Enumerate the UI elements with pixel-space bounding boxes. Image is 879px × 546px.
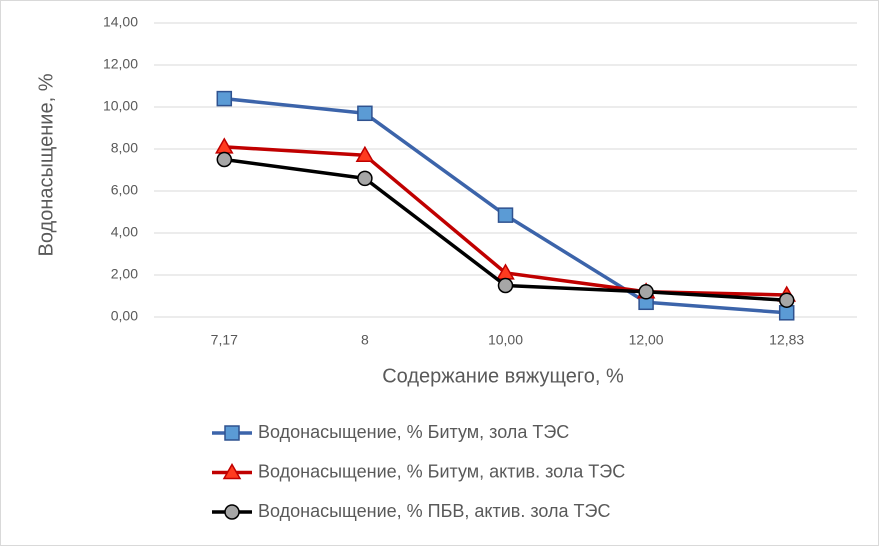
legend-text: Водонасыщение, % Битум, актив. зола ТЭС — [258, 461, 625, 481]
x-tick-label: 10,00 — [488, 332, 523, 348]
y-tick-label: 6,00 — [111, 182, 138, 198]
x-tick-label: 7,17 — [211, 332, 238, 348]
y-tick-label: 0,00 — [111, 308, 138, 324]
marker — [216, 90, 233, 107]
marker — [497, 207, 514, 223]
marker — [216, 151, 233, 168]
marker — [638, 284, 654, 300]
marker — [497, 277, 514, 294]
legend-marker — [224, 504, 240, 520]
marker — [357, 170, 373, 187]
y-tick-label: 4,00 — [111, 224, 138, 240]
x-tick-label: 12,83 — [769, 332, 804, 348]
y-tick-label: 14,00 — [103, 14, 138, 30]
marker — [355, 145, 375, 163]
y-tick-label: 10,00 — [103, 98, 138, 114]
y-tick-label: 12,00 — [103, 56, 138, 72]
marker — [357, 105, 373, 122]
marker — [778, 292, 795, 308]
y-axis-title: Водонасыщение, % — [35, 73, 57, 256]
legend-text: Водонасыщение, % ПБВ, актив. зола ТЭС — [258, 501, 610, 521]
x-tick-label: 12,00 — [629, 332, 664, 348]
y-tick-label: 8,00 — [111, 140, 138, 156]
x-tick-label: 8 — [361, 332, 369, 348]
legend-marker — [224, 425, 240, 441]
y-tick-label: 2,00 — [111, 266, 138, 282]
legend-marker — [222, 462, 242, 480]
x-axis-title: Содержание вяжущего, % — [382, 365, 624, 387]
legend-text: Водонасыщение, % Битум, зола ТЭС — [258, 422, 569, 442]
